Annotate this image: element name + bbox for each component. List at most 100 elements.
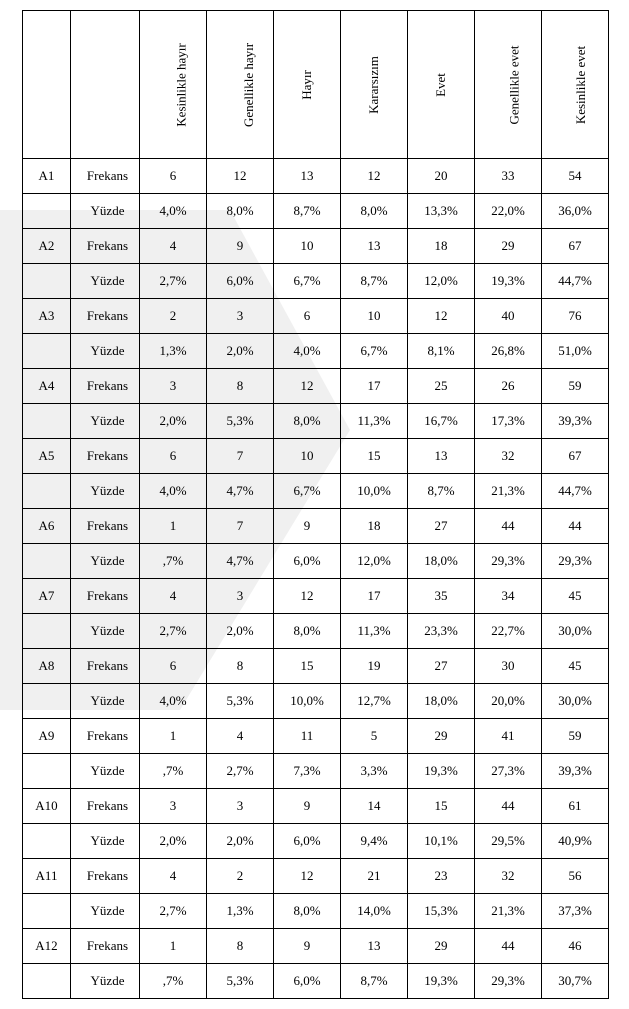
value-cell: 10 [274,439,341,474]
table-row: Yüzde2,7%2,0%8,0%11,3%23,3%22,7%30,0% [23,614,609,649]
value-cell: 27 [408,509,475,544]
value-cell: 12,0% [341,544,408,579]
value-cell: 13 [274,159,341,194]
header-label: Evet [433,73,449,97]
measure-cell: Frekans [71,439,140,474]
value-cell: 12,0% [408,264,475,299]
value-cell: 19,3% [475,264,542,299]
value-cell: 4,7% [207,474,274,509]
value-cell: 18,0% [408,684,475,719]
value-cell: 21 [341,859,408,894]
value-cell: 26,8% [475,334,542,369]
table-row: A9Frekans14115294159 [23,719,609,754]
header-label: Genellikle hayır [241,42,257,126]
table-row: A1Frekans6121312203354 [23,159,609,194]
value-cell: 44,7% [542,264,609,299]
value-cell: 2 [207,859,274,894]
value-cell: 10 [341,299,408,334]
value-cell: 29,5% [475,824,542,859]
value-cell: 19,3% [408,964,475,999]
value-cell: 37,3% [542,894,609,929]
frequency-table: Kesinlikle hayır Genellikle hayır Hayır … [22,10,609,999]
item-id-cell: A8 [23,649,71,684]
value-cell: 18 [341,509,408,544]
item-id-cell: A9 [23,719,71,754]
item-id-cell-blank [23,684,71,719]
value-cell: 39,3% [542,404,609,439]
measure-cell: Yüzde [71,404,140,439]
value-cell: 45 [542,579,609,614]
table-row: Yüzde,7%4,7%6,0%12,0%18,0%29,3%29,3% [23,544,609,579]
value-cell: 8,0% [274,614,341,649]
value-cell: 19,3% [408,754,475,789]
value-cell: 7 [207,439,274,474]
value-cell: 32 [475,439,542,474]
measure-cell: Yüzde [71,334,140,369]
measure-cell: Yüzde [71,544,140,579]
item-id-cell: A10 [23,789,71,824]
value-cell: 23,3% [408,614,475,649]
measure-cell: Yüzde [71,684,140,719]
value-cell: 8,0% [207,194,274,229]
value-cell: 11,3% [341,404,408,439]
value-cell: 12 [274,859,341,894]
value-cell: 4 [207,719,274,754]
header-blank-item [23,11,71,159]
value-cell: 21,3% [475,474,542,509]
item-id-cell-blank [23,614,71,649]
value-cell: 9,4% [341,824,408,859]
value-cell: 3 [140,789,207,824]
value-cell: 59 [542,369,609,404]
value-cell: 44,7% [542,474,609,509]
value-cell: 1 [140,719,207,754]
value-cell: 2,7% [140,264,207,299]
value-cell: 44 [475,789,542,824]
header-col-5: Evet [408,11,475,159]
value-cell: 8,7% [408,474,475,509]
value-cell: 6 [274,299,341,334]
value-cell: 2,7% [207,754,274,789]
value-cell: 19 [341,649,408,684]
item-id-cell-blank [23,824,71,859]
header-col-7: Kesinlikle evet [542,11,609,159]
value-cell: 10,1% [408,824,475,859]
value-cell: 14,0% [341,894,408,929]
value-cell: 1 [140,929,207,964]
value-cell: 4,0% [274,334,341,369]
value-cell: 10 [274,229,341,264]
value-cell: 54 [542,159,609,194]
header-label: Kesinlikle evet [573,45,589,123]
header-label: Genellikle evet [507,45,523,124]
value-cell: 8,0% [341,194,408,229]
measure-cell: Frekans [71,579,140,614]
value-cell: 22,7% [475,614,542,649]
value-cell: 3 [207,789,274,824]
table-row: A5Frekans671015133267 [23,439,609,474]
value-cell: 11 [274,719,341,754]
value-cell: 2,0% [140,404,207,439]
value-cell: ,7% [140,964,207,999]
value-cell: 40,9% [542,824,609,859]
value-cell: 7,3% [274,754,341,789]
value-cell: 9 [274,789,341,824]
value-cell: 12 [274,579,341,614]
value-cell: 6,0% [207,264,274,299]
item-id-cell-blank [23,474,71,509]
table-row: A4Frekans381217252659 [23,369,609,404]
value-cell: ,7% [140,544,207,579]
measure-cell: Frekans [71,789,140,824]
measure-cell: Frekans [71,159,140,194]
table-row: Yüzde2,0%5,3%8,0%11,3%16,7%17,3%39,3% [23,404,609,439]
value-cell: 15 [274,649,341,684]
value-cell: 5 [341,719,408,754]
value-cell: 29 [408,929,475,964]
value-cell: 6,7% [274,264,341,299]
table-row: A7Frekans431217353445 [23,579,609,614]
value-cell: 4,0% [140,684,207,719]
value-cell: 2,0% [140,824,207,859]
value-cell: 6,0% [274,544,341,579]
value-cell: 41 [475,719,542,754]
item-id-cell-blank [23,404,71,439]
value-cell: 29,3% [542,544,609,579]
value-cell: 8,0% [274,404,341,439]
